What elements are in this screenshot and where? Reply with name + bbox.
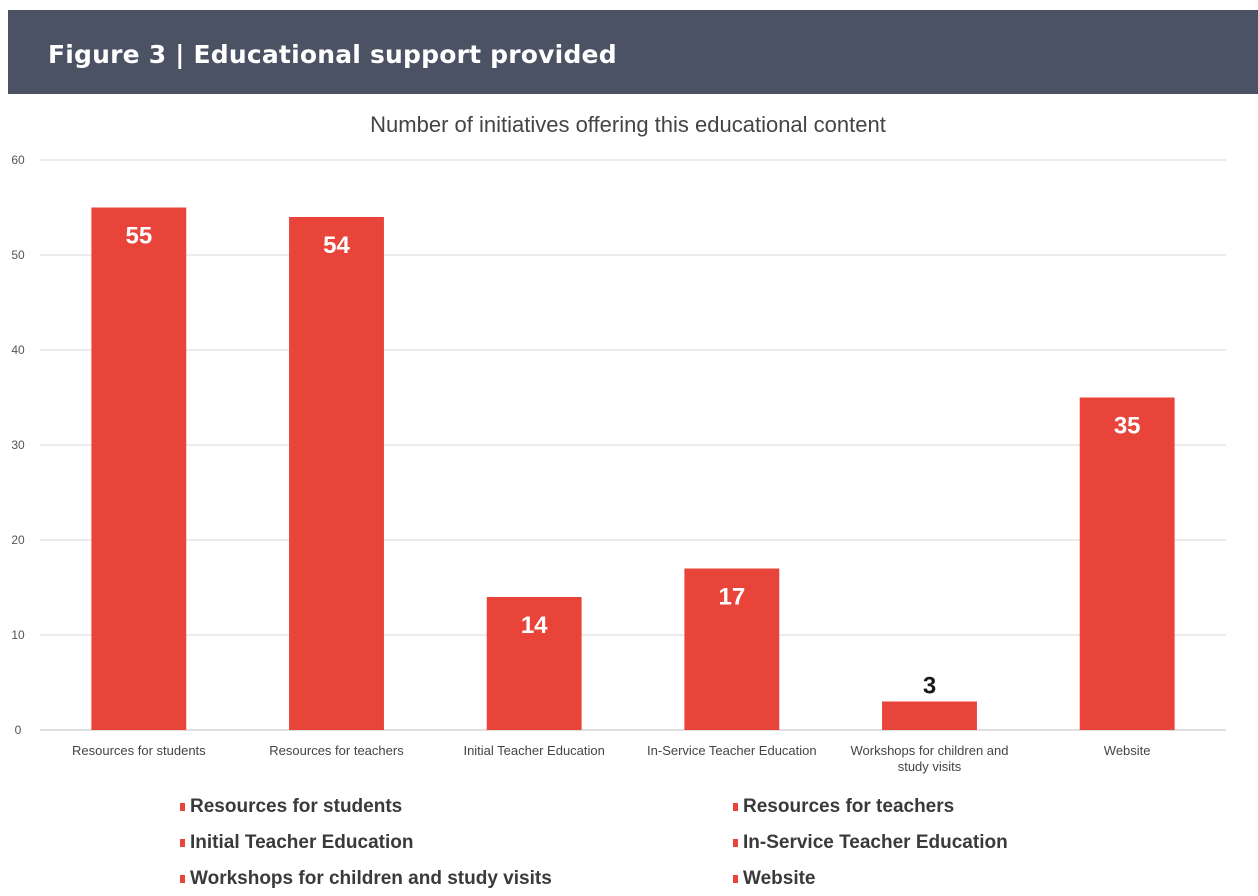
figure-header: Figure 3 | Educational support provided — [8, 10, 1258, 94]
data-label: 54 — [323, 232, 350, 259]
y-tick-label: 30 — [11, 438, 25, 452]
x-tick-label: Resources for teachers — [269, 743, 404, 758]
x-tick-label: study visits — [898, 759, 962, 774]
y-tick-label: 60 — [11, 153, 25, 167]
legend-swatch — [733, 803, 738, 811]
legend-item: Website — [733, 868, 816, 890]
bar — [684, 568, 780, 730]
y-tick-label: 20 — [11, 533, 25, 547]
y-tick-label: 40 — [11, 343, 25, 357]
legend-item: Initial Teacher Education — [180, 832, 413, 854]
data-label: 35 — [1114, 413, 1141, 440]
legend-label: Initial Teacher Education — [190, 832, 414, 853]
legend-item: Workshops for children and study visits — [180, 868, 552, 890]
legend-label: In-Service Teacher Education — [743, 832, 1008, 853]
data-label: 55 — [125, 223, 152, 250]
legend-swatch — [180, 875, 185, 883]
bar — [882, 701, 977, 730]
legend-label: Resources for teachers — [743, 796, 955, 817]
bar — [289, 217, 384, 730]
bar — [1079, 397, 1175, 730]
data-label: 3 — [923, 673, 936, 700]
x-tick-label: Website — [1104, 743, 1151, 758]
figure-title: Figure 3 | Educational support provided — [48, 40, 617, 69]
bar — [91, 207, 187, 730]
x-tick-label: In-Service Teacher Education — [647, 743, 817, 758]
y-tick-label: 50 — [11, 248, 25, 262]
legend-item: Resources for students — [180, 796, 402, 818]
legend-swatch — [180, 803, 185, 811]
data-label: 17 — [718, 584, 745, 611]
chart-panel: Number of initiatives offering this educ… — [8, 94, 1258, 896]
y-tick-label: 10 — [11, 628, 25, 642]
chart-title: Number of initiatives offering this educ… — [370, 112, 886, 137]
y-tick-label: 0 — [15, 723, 22, 737]
legend-swatch — [180, 839, 185, 847]
bar-chart: Number of initiatives offering this educ… — [11, 112, 1226, 774]
legend-swatch — [733, 875, 738, 883]
legend-item: In-Service Teacher Education — [733, 832, 1008, 854]
legend-label: Workshops for children and study visits — [190, 868, 552, 889]
bar — [486, 597, 582, 730]
legend-swatch — [733, 839, 738, 847]
data-label: 14 — [521, 612, 548, 639]
x-tick-label: Resources for students — [72, 743, 206, 758]
legend-item: Resources for teachers — [733, 796, 954, 818]
x-tick-label: Initial Teacher Education — [463, 743, 604, 758]
legend-label: Website — [743, 868, 816, 889]
x-tick-label: Workshops for children and — [850, 743, 1008, 758]
legend-label: Resources for students — [190, 796, 403, 817]
